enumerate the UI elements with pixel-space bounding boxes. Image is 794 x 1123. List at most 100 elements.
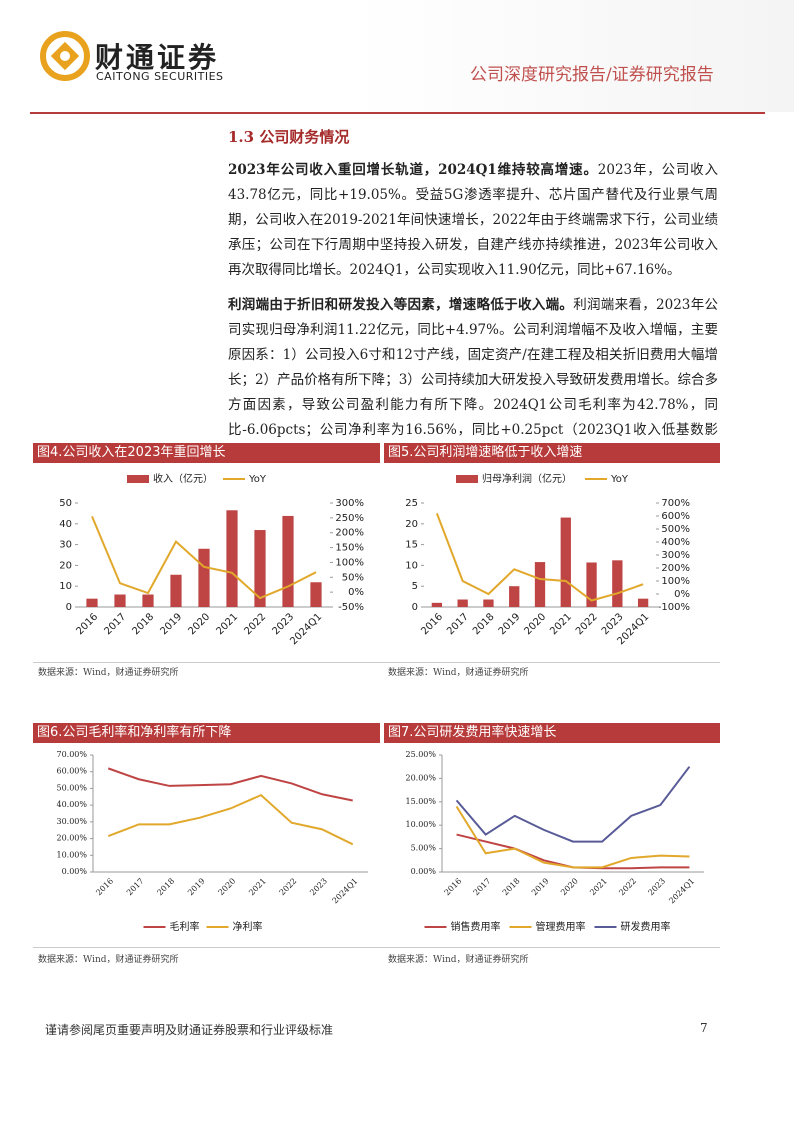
legend-label: YoY bbox=[610, 474, 629, 485]
legend: 归母净利润（亿元） YoY bbox=[456, 472, 629, 485]
x-tick-label: 2020 bbox=[559, 876, 580, 897]
x-tick-label: 2017 bbox=[472, 876, 493, 897]
x-tick-label: 2022 bbox=[574, 611, 600, 637]
y-tick-label: 40 bbox=[59, 519, 72, 530]
x-tick-label: 2020 bbox=[522, 611, 548, 637]
y-tick-label: 25 bbox=[405, 498, 418, 509]
y2-tick-label: 50% bbox=[342, 572, 364, 583]
chart: 0 5 10 15 20 25 -100% 0% 100% 200% 300% 400% 500% 600… bbox=[405, 472, 690, 647]
paragraph: 2023年公司收入重回增长轨道，2024Q1维持较高增速。2023年，公司收入4… bbox=[228, 158, 718, 283]
chart-title: 图5.公司利润增速略低于收入增速 bbox=[384, 443, 720, 463]
series-line bbox=[107, 767, 353, 802]
y-tick-label: 40.00% bbox=[56, 800, 87, 809]
legend-swatch bbox=[127, 475, 149, 483]
bar bbox=[509, 586, 520, 607]
legend-swatch bbox=[456, 475, 478, 483]
x-tick-label: 2020 bbox=[217, 876, 238, 897]
chart-source: 数据来源：Wind，财通证券研究所 bbox=[388, 668, 529, 678]
y-tick-label: 50.00% bbox=[56, 783, 87, 792]
x-tick-label: 2018 bbox=[471, 611, 497, 637]
chart: 0.00% 10.00% 20.00% 30.00% 40.00% 50.00% 60.00… bbox=[56, 750, 368, 933]
x-tick-label: 2021 bbox=[588, 876, 609, 897]
x-tick-label: 2018 bbox=[155, 876, 176, 897]
series-line bbox=[107, 793, 354, 846]
series-line bbox=[455, 766, 691, 843]
y2-tick-label: 100% bbox=[661, 576, 690, 587]
paragraph-text: 利润端来看，2023年公司实现归母净利润11.22亿元，同比+4.97%。公司利… bbox=[228, 297, 719, 463]
bar bbox=[282, 515, 294, 607]
y-tick-label: 0 bbox=[66, 602, 72, 613]
y2-tick-label: 250% bbox=[335, 513, 364, 524]
bar bbox=[310, 582, 322, 607]
x-tick-label: 2019 bbox=[530, 876, 551, 897]
bar bbox=[142, 594, 154, 607]
y-tick-label: 0 bbox=[412, 602, 418, 613]
x-tick-label: 2018 bbox=[501, 876, 522, 897]
logo-en: CAITONG SECURITIES bbox=[96, 70, 224, 83]
x-tick-label: 2016 bbox=[74, 611, 100, 637]
y2-tick-label: 300% bbox=[335, 498, 364, 509]
page-number: 7 bbox=[700, 1021, 708, 1035]
x-tick-label: 2023 bbox=[270, 611, 296, 637]
y-tick-label: 25.00% bbox=[405, 750, 436, 759]
footer-disclaimer: 谨请参阅尾页重要声明及财通证券股票和行业评级标准 bbox=[45, 1023, 334, 1037]
series-line bbox=[455, 805, 690, 869]
x-tick-label: 2021 bbox=[214, 611, 240, 637]
x-tick-label: 2019 bbox=[186, 876, 207, 897]
bar bbox=[637, 598, 649, 607]
x-tick-label: 2024Q1 bbox=[331, 876, 360, 905]
divider bbox=[33, 947, 720, 948]
y-tick-label: 15.00% bbox=[405, 797, 436, 806]
x-tick-label: 2021 bbox=[247, 876, 268, 897]
x-tick-label: 2017 bbox=[102, 611, 128, 637]
y-tick-label: 0.00% bbox=[62, 867, 88, 876]
chart-source: 数据来源：Wind，财通证券研究所 bbox=[38, 668, 179, 678]
bar bbox=[198, 548, 210, 607]
y-tick-label: 20 bbox=[405, 519, 418, 530]
bar bbox=[86, 598, 98, 607]
y-tick-label: 15 bbox=[405, 540, 418, 551]
chart-source: 数据来源：Wind，财通证券研究所 bbox=[388, 955, 529, 965]
x-tick-label: 2017 bbox=[125, 876, 146, 897]
y-tick-label: 10.00% bbox=[405, 820, 436, 829]
paragraph-lead: 2023年公司收入重回增长轨道，2024Q1维持较高增速。 bbox=[228, 162, 598, 178]
series-line bbox=[435, 513, 644, 602]
x-tick-label: 2017 bbox=[445, 611, 471, 637]
section-heading: 1.3 公司财务情况 bbox=[228, 128, 350, 146]
legend-label: YoY bbox=[248, 474, 267, 485]
y2-tick-label: 600% bbox=[661, 511, 690, 522]
y-tick-label: 20.00% bbox=[405, 773, 436, 782]
divider bbox=[33, 662, 720, 663]
y-tick-label: 20 bbox=[59, 560, 72, 571]
y2-tick-label: 400% bbox=[661, 537, 690, 548]
y2-tick-label: -100% bbox=[658, 602, 690, 613]
y-tick-label: 10 bbox=[405, 560, 418, 571]
y-tick-label: 10 bbox=[59, 581, 72, 592]
y2-tick-label: 300% bbox=[661, 550, 690, 561]
bar bbox=[612, 560, 623, 607]
y-tick-label: 60.00% bbox=[56, 767, 87, 776]
y-tick-label: 50 bbox=[59, 498, 72, 509]
paragraph: 利润端由于折旧和研发投入等因素，增速略低于收入端。利润端来看，2023年公司实现… bbox=[228, 293, 718, 468]
header-rule bbox=[30, 112, 765, 114]
x-tick-label: 2024Q1 bbox=[667, 876, 696, 905]
chart-title: 图7.公司研发费用率快速增长 bbox=[384, 723, 720, 743]
chart-source: 数据来源：Wind，财通证券研究所 bbox=[38, 955, 179, 965]
logo-cn: 财通证券 bbox=[95, 41, 220, 74]
y-tick-label: 5 bbox=[412, 581, 418, 592]
legend-label: 销售费用率 bbox=[451, 920, 501, 933]
x-tick-label: 2020 bbox=[186, 611, 212, 637]
report-type: 公司深度研究报告/证券研究报告 bbox=[470, 65, 714, 85]
header-band bbox=[0, 0, 794, 112]
x-tick-label: 2023 bbox=[308, 876, 329, 897]
legend: 销售费用率 管理费用率 研发费用率 bbox=[424, 920, 671, 933]
chart-title: 图4.公司收入在2023年重回增长 bbox=[33, 443, 380, 463]
x-tick-label: 2019 bbox=[497, 611, 523, 637]
bar bbox=[170, 574, 182, 607]
paragraph-lead: 利润端由于折旧和研发投入等因素，增速略低于收入端。 bbox=[228, 297, 574, 313]
bar bbox=[586, 562, 597, 607]
bar bbox=[534, 562, 546, 607]
x-tick-label: 2018 bbox=[130, 611, 156, 637]
bar bbox=[254, 530, 266, 607]
